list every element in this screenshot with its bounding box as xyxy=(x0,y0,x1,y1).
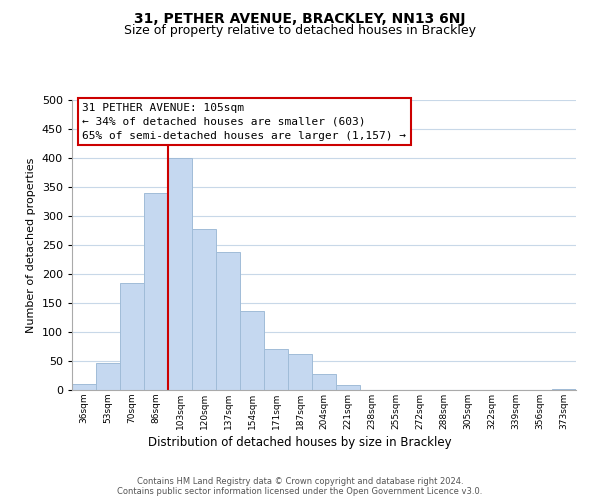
Bar xyxy=(144,193,168,390)
Bar xyxy=(312,374,336,390)
Bar xyxy=(552,389,576,390)
Bar xyxy=(336,386,360,390)
Bar xyxy=(240,311,264,390)
Bar xyxy=(264,350,288,390)
Text: Distribution of detached houses by size in Brackley: Distribution of detached houses by size … xyxy=(148,436,452,449)
Y-axis label: Number of detached properties: Number of detached properties xyxy=(26,158,36,332)
Bar xyxy=(192,229,216,390)
Text: 31 PETHER AVENUE: 105sqm
← 34% of detached houses are smaller (603)
65% of semi-: 31 PETHER AVENUE: 105sqm ← 34% of detach… xyxy=(82,103,406,141)
Bar xyxy=(96,362,120,390)
Bar xyxy=(216,252,240,390)
Text: 31, PETHER AVENUE, BRACKLEY, NN13 6NJ: 31, PETHER AVENUE, BRACKLEY, NN13 6NJ xyxy=(134,12,466,26)
Bar xyxy=(288,354,312,390)
Text: Contains public sector information licensed under the Open Government Licence v3: Contains public sector information licen… xyxy=(118,486,482,496)
Text: Contains HM Land Registry data © Crown copyright and database right 2024.: Contains HM Land Registry data © Crown c… xyxy=(137,476,463,486)
Bar xyxy=(168,158,192,390)
Text: Size of property relative to detached houses in Brackley: Size of property relative to detached ho… xyxy=(124,24,476,37)
Bar xyxy=(72,384,96,390)
Bar xyxy=(120,282,144,390)
